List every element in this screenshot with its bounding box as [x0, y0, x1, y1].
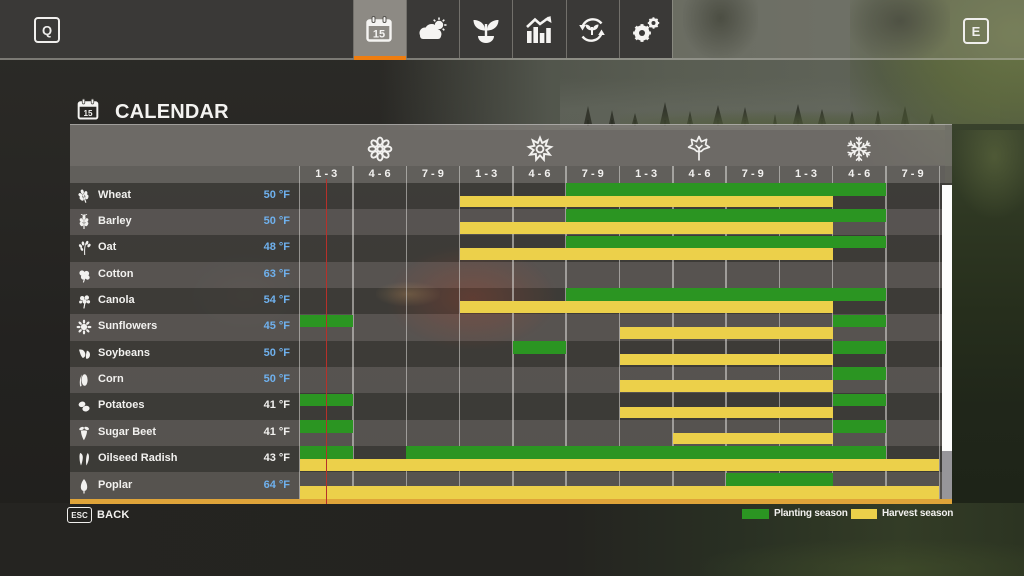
svg-text:15: 15	[373, 29, 385, 41]
svg-text:15: 15	[83, 109, 93, 118]
